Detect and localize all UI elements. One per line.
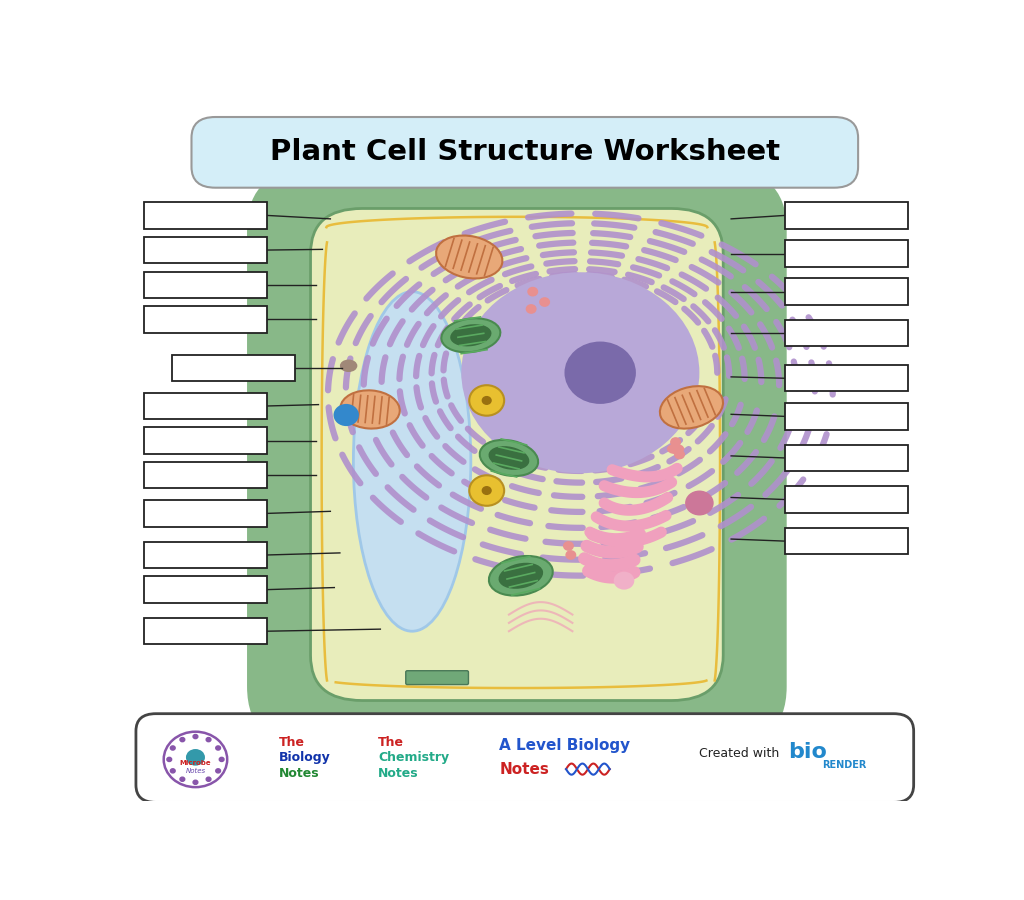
Circle shape — [469, 385, 504, 416]
FancyBboxPatch shape — [143, 542, 267, 568]
Circle shape — [482, 397, 492, 404]
Circle shape — [194, 734, 198, 739]
FancyBboxPatch shape — [785, 320, 908, 346]
FancyBboxPatch shape — [143, 462, 267, 489]
FancyBboxPatch shape — [191, 117, 858, 188]
Text: Notes: Notes — [378, 767, 419, 779]
FancyBboxPatch shape — [143, 392, 267, 419]
Circle shape — [216, 746, 220, 750]
Text: The: The — [279, 735, 305, 749]
Ellipse shape — [353, 292, 471, 631]
Circle shape — [613, 572, 634, 590]
Circle shape — [469, 475, 504, 506]
Circle shape — [180, 777, 184, 781]
Text: Plant Cell Structure Worksheet: Plant Cell Structure Worksheet — [269, 138, 780, 166]
Circle shape — [563, 542, 573, 550]
Circle shape — [482, 487, 492, 494]
FancyBboxPatch shape — [247, 166, 786, 749]
Circle shape — [170, 769, 175, 773]
Circle shape — [334, 404, 359, 426]
FancyBboxPatch shape — [143, 202, 267, 229]
FancyBboxPatch shape — [785, 528, 908, 554]
FancyBboxPatch shape — [785, 365, 908, 392]
FancyBboxPatch shape — [785, 202, 908, 229]
FancyBboxPatch shape — [143, 500, 267, 526]
Ellipse shape — [340, 360, 357, 372]
Circle shape — [167, 757, 172, 761]
Circle shape — [180, 737, 184, 742]
FancyBboxPatch shape — [785, 445, 908, 471]
FancyBboxPatch shape — [785, 278, 908, 305]
Circle shape — [566, 551, 575, 559]
Ellipse shape — [436, 236, 503, 278]
FancyBboxPatch shape — [143, 306, 267, 332]
FancyBboxPatch shape — [172, 355, 295, 381]
Ellipse shape — [564, 341, 636, 404]
Text: Chemistry: Chemistry — [378, 751, 450, 764]
Text: Microbe: Microbe — [179, 760, 211, 766]
Ellipse shape — [461, 272, 699, 473]
FancyBboxPatch shape — [310, 209, 723, 700]
Circle shape — [164, 732, 227, 788]
Text: Biology: Biology — [279, 751, 331, 764]
Ellipse shape — [488, 446, 529, 470]
FancyBboxPatch shape — [143, 577, 267, 603]
Text: RENDER: RENDER — [822, 760, 866, 770]
Circle shape — [206, 737, 211, 742]
Circle shape — [170, 746, 175, 750]
FancyBboxPatch shape — [785, 403, 908, 429]
Text: bio: bio — [788, 742, 827, 762]
Circle shape — [540, 298, 550, 306]
Text: The: The — [378, 735, 404, 749]
Circle shape — [526, 305, 536, 313]
Circle shape — [528, 287, 538, 296]
Ellipse shape — [479, 440, 539, 476]
FancyBboxPatch shape — [785, 486, 908, 513]
Ellipse shape — [667, 444, 684, 454]
Circle shape — [671, 438, 680, 446]
Ellipse shape — [488, 556, 553, 596]
FancyBboxPatch shape — [785, 240, 908, 266]
Circle shape — [675, 450, 684, 459]
Text: Notes: Notes — [500, 761, 549, 777]
FancyBboxPatch shape — [143, 272, 267, 298]
Text: Notes: Notes — [279, 767, 319, 779]
FancyBboxPatch shape — [406, 670, 468, 685]
Circle shape — [216, 769, 220, 773]
Text: Created with: Created with — [699, 747, 779, 760]
Ellipse shape — [451, 324, 492, 346]
Ellipse shape — [340, 391, 399, 428]
Ellipse shape — [499, 562, 543, 589]
Text: Notes: Notes — [185, 768, 206, 773]
Circle shape — [194, 780, 198, 785]
Circle shape — [685, 491, 714, 516]
FancyBboxPatch shape — [136, 714, 913, 803]
Text: A Level Biology: A Level Biology — [500, 738, 631, 753]
Circle shape — [186, 749, 205, 766]
FancyBboxPatch shape — [143, 237, 267, 263]
Ellipse shape — [441, 319, 501, 352]
Circle shape — [219, 757, 224, 761]
Ellipse shape — [659, 386, 723, 428]
FancyBboxPatch shape — [143, 428, 267, 454]
Circle shape — [206, 777, 211, 781]
FancyBboxPatch shape — [143, 618, 267, 644]
